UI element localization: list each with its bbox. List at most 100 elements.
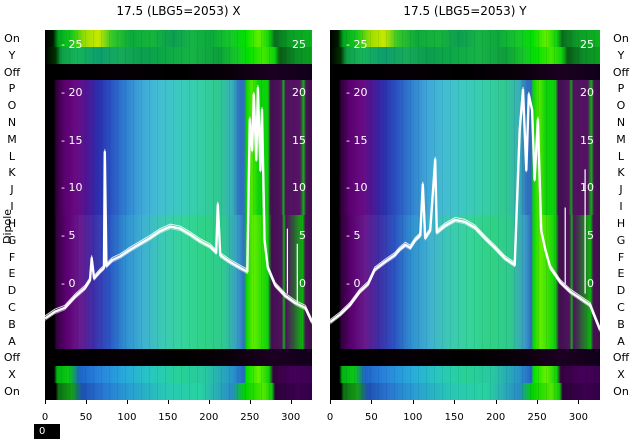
heatmap-row-d	[330, 282, 600, 299]
x-tick-label: 0	[326, 412, 334, 423]
heatmap-panel-y: - 25 25 - 20 20 - 15 15 - 10 10 - 5 5 - 0 0	[330, 30, 600, 400]
value-tick-label-left: - 0	[346, 277, 361, 290]
row-label-right: B	[617, 317, 625, 331]
value-tick-label-right: 25	[292, 38, 306, 51]
value-tick-label-left: - 10	[61, 181, 83, 195]
value-tick-label-left: - 5	[61, 229, 76, 243]
row-label-right: Off	[612, 65, 630, 79]
heatmap-row-a	[45, 332, 312, 350]
heatmap-row-x	[330, 366, 600, 384]
heatmap-row-on	[330, 30, 600, 47]
x-tick-mark	[126, 400, 128, 404]
row-label-left: F	[8, 250, 16, 264]
heatmap-row-p	[45, 80, 312, 98]
row-label-right: D	[616, 284, 626, 298]
x-tick-mark	[167, 400, 169, 404]
row-label-right: X	[617, 368, 625, 382]
row-label-right: L	[617, 149, 625, 163]
heatmap-row-g	[45, 231, 312, 249]
x-tick-label: 200	[199, 412, 219, 423]
panel-title-x: 17.5 (LBG5=2053) X	[116, 4, 241, 18]
row-label-left: O	[7, 99, 17, 113]
row-label-right: G	[616, 233, 626, 247]
heatmap-row-p	[330, 80, 600, 98]
value-tick-label-left: - 20	[61, 85, 83, 99]
heatmap-row-off	[45, 63, 312, 81]
value-tick-label-right: 20	[292, 85, 306, 99]
x-tick-mark	[537, 400, 539, 404]
value-tick-label-right: 15	[580, 133, 594, 147]
value-tick-label-right: 15	[292, 133, 306, 147]
heatmap-row-on	[330, 383, 600, 400]
value-tick-label-left: - 25	[346, 38, 368, 51]
panel-title-y: 17.5 (LBG5=2053) Y	[403, 4, 527, 18]
row-label-left: X	[8, 368, 16, 382]
x-tick-mark	[208, 400, 210, 404]
heatmap-row-e	[330, 265, 600, 283]
x-tick-mark	[249, 400, 251, 404]
row-label-left: Y	[8, 48, 16, 62]
x-tick-label: 0	[41, 412, 49, 423]
x-tick-mark	[290, 400, 292, 404]
x-tick-label: 150	[444, 412, 464, 423]
heatmap-row-i	[45, 198, 312, 215]
heatmap-row-c	[45, 299, 312, 316]
x-tick-label: 150	[158, 412, 178, 423]
row-label-right: A	[617, 334, 625, 348]
heatmap-row-b	[330, 315, 600, 333]
row-label-right: F	[617, 250, 625, 264]
value-tick-label-left: - 20	[346, 85, 368, 99]
x-tick-label: 250	[240, 412, 260, 423]
x-tick-mark	[330, 400, 331, 404]
row-label-right: E	[617, 267, 625, 281]
row-label-right: On	[613, 385, 629, 399]
row-label-left: Off	[3, 65, 21, 79]
row-label-right: J	[619, 183, 623, 197]
profile-trace	[45, 89, 312, 325]
value-tick-label-left: - 10	[346, 181, 368, 195]
x-tick-mark	[85, 400, 87, 404]
profile-trace	[330, 88, 600, 331]
x-tick-label: 300	[281, 412, 301, 423]
row-label-right: P	[617, 82, 625, 96]
row-label-left: E	[8, 267, 16, 281]
heatmap-row-k	[330, 164, 600, 182]
value-tick-label-left: - 15	[61, 133, 83, 147]
value-tick-label-left: - 5	[346, 229, 361, 243]
row-label-right: Y	[617, 48, 625, 62]
heatmap-row-m	[45, 130, 312, 148]
heatmap-row-y	[45, 46, 312, 64]
x-tick-label: 250	[527, 412, 547, 423]
x-tick-label: 200	[486, 412, 506, 423]
colorbar-zero-box: 0	[34, 424, 60, 439]
x-tick-label: 100	[403, 412, 423, 423]
value-tick-label-right: 10	[580, 181, 594, 195]
x-tick-mark	[45, 400, 46, 404]
heatmap-row-b	[45, 315, 312, 333]
heatmap-row-j	[45, 181, 312, 199]
heatmap-row-off	[330, 63, 600, 81]
value-tick-label-right: 5	[587, 229, 594, 243]
row-label-right: I	[619, 200, 623, 214]
heatmap-row-l	[45, 147, 312, 165]
row-label-left: H	[7, 216, 17, 230]
heatmap-row-a	[330, 332, 600, 350]
trace-overlay	[45, 85, 312, 325]
x-tick-label: 100	[117, 412, 137, 423]
value-tick-label-right: 0	[299, 277, 306, 290]
row-label-right: C	[617, 301, 625, 314]
row-label-left: L	[8, 149, 16, 163]
heatmap-row-y	[330, 46, 600, 64]
row-label-left: P	[8, 82, 16, 96]
row-label-left: K	[8, 166, 16, 180]
x-tick-label: 50	[365, 412, 378, 423]
heatmap-rows	[45, 30, 312, 400]
heatmap-row-on	[45, 383, 312, 400]
heatmap-row-h	[45, 214, 312, 232]
value-tick-label-right: 25	[580, 38, 594, 51]
row-label-left: C	[8, 301, 16, 314]
profile-trace	[45, 85, 312, 320]
row-label-left: B	[8, 317, 16, 331]
row-label-right: On	[613, 31, 629, 45]
